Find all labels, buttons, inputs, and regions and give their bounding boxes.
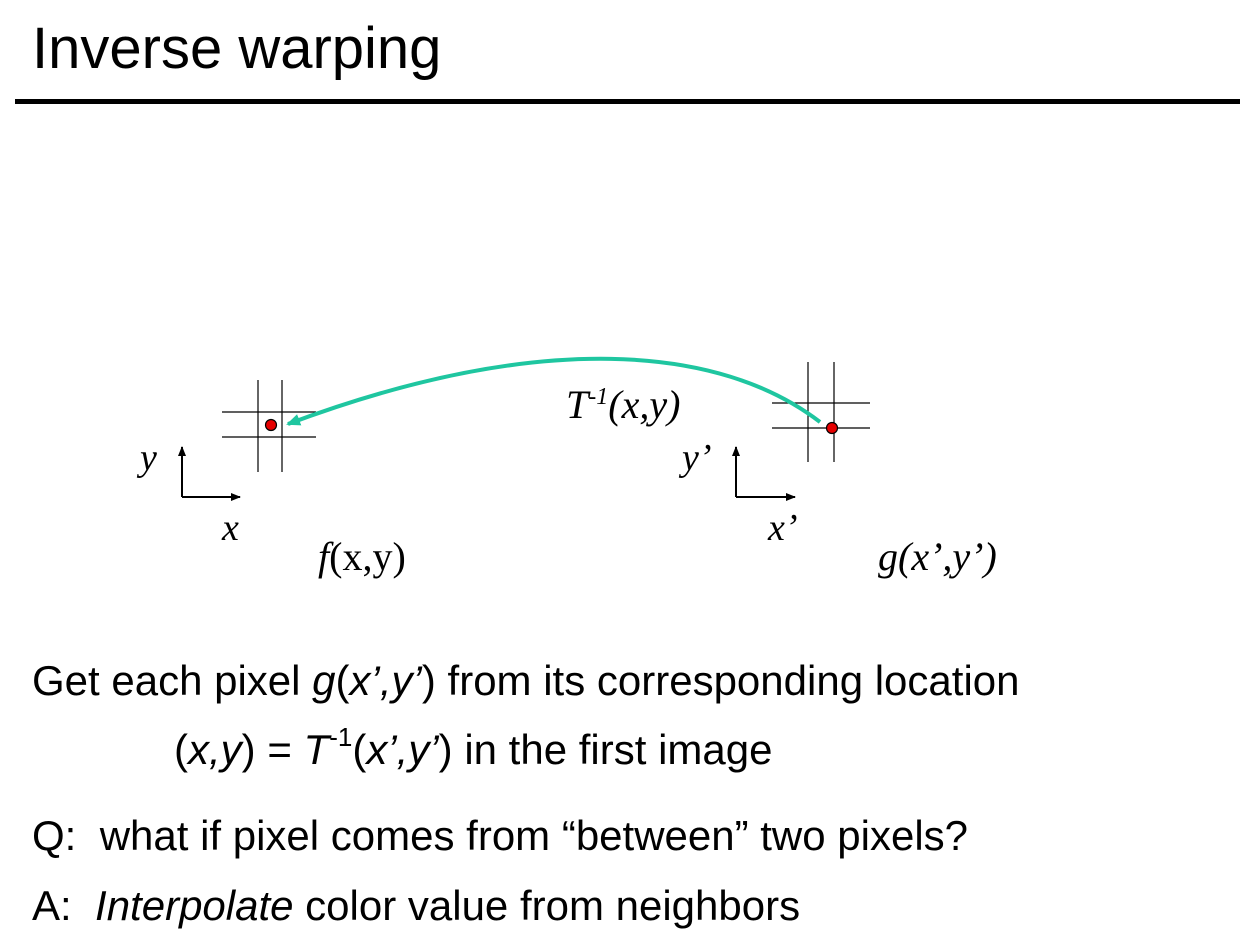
description-line-2: (x,y) = T-1(x’,y’) in the first image bbox=[174, 724, 773, 774]
line1-function: g bbox=[312, 657, 336, 704]
line2-suffix: in the first image bbox=[452, 726, 773, 773]
slide-title: Inverse warping bbox=[32, 16, 442, 81]
right-x-axis-label: x’ bbox=[767, 507, 798, 549]
inverse-warping-diagram: y x f(x,y) y’ x’ g(x’,y’) T-1(x,y) bbox=[136, 356, 997, 579]
right-pixel-grid bbox=[772, 362, 870, 462]
line2-xy: x,y bbox=[188, 726, 242, 773]
left-axes bbox=[178, 446, 241, 501]
right-axes bbox=[732, 446, 796, 501]
answer-emphasis: Interpolate bbox=[95, 882, 294, 929]
left-y-axis-label: y bbox=[136, 437, 157, 479]
left-pixel-grid bbox=[222, 380, 316, 472]
line1-args: (x’,y’) bbox=[335, 657, 436, 704]
title-underline bbox=[15, 99, 1240, 104]
left-function-label: f(x,y) bbox=[318, 534, 406, 579]
right-function-label: g(x’,y’) bbox=[878, 534, 997, 579]
description-line-1: Get each pixel g(x’,y’) from its corresp… bbox=[32, 657, 1020, 705]
answer-text: color value from neighbors bbox=[293, 882, 801, 929]
line2-open-paren: ( bbox=[174, 726, 188, 773]
line1-prefix: Get each pixel bbox=[32, 657, 313, 704]
question-line: Q: what if pixel comes from “between” tw… bbox=[32, 812, 968, 860]
right-sample-point bbox=[825, 421, 839, 435]
line2-transform: T bbox=[303, 726, 330, 773]
question-label: Q: bbox=[32, 812, 77, 859]
left-x-axis-label: x bbox=[221, 507, 239, 549]
answer-label: A: bbox=[32, 882, 72, 929]
inverse-transform-label: T-1(x,y) bbox=[566, 382, 680, 427]
line2-equals: ) = bbox=[241, 726, 304, 773]
line1-suffix: from its corresponding location bbox=[435, 657, 1020, 704]
right-y-axis-label: y’ bbox=[678, 437, 712, 479]
question-text: what if pixel comes from “between” two p… bbox=[99, 812, 969, 859]
line2-exponent: -1 bbox=[329, 722, 353, 752]
inverse-transform-arrow bbox=[286, 356, 822, 426]
answer-line: A: Interpolate color value from neighbor… bbox=[32, 882, 800, 930]
left-sample-point bbox=[264, 418, 278, 432]
line2-args: (x’,y’) bbox=[352, 726, 453, 773]
